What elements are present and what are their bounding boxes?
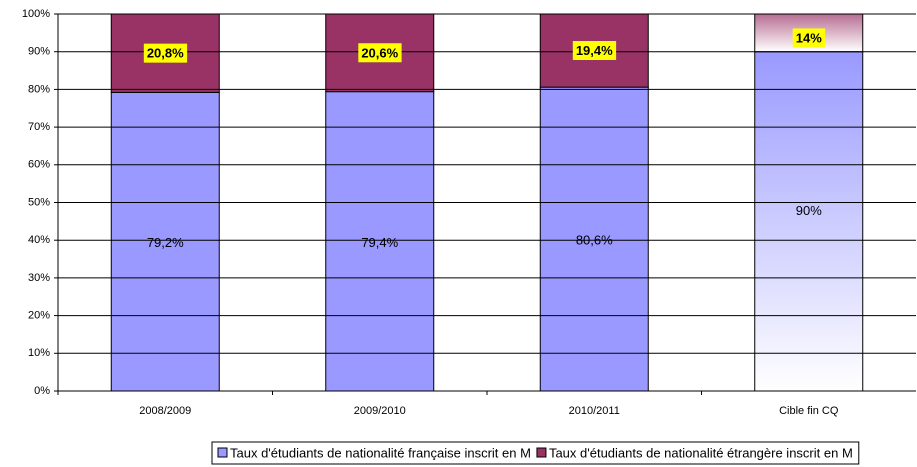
legend-box xyxy=(211,441,860,465)
data-label: 19,4% xyxy=(576,43,613,58)
y-tick-label: 60% xyxy=(28,159,50,171)
y-tick-label: 70% xyxy=(28,121,50,133)
x-tick-label: Cible fin CQ xyxy=(779,405,839,417)
x-tick-label: 2010/2011 xyxy=(569,405,620,417)
y-tick-label: 90% xyxy=(28,46,50,58)
data-label: 79,2% xyxy=(147,235,184,250)
legend-swatch xyxy=(536,447,547,458)
data-label-box xyxy=(792,28,826,48)
legend-label: Taux d'étudiants de nationalité étrangèr… xyxy=(549,445,853,460)
data-label-box xyxy=(143,43,188,63)
y-tick-label: 20% xyxy=(28,310,50,322)
y-tick-label: 80% xyxy=(28,83,50,95)
data-label: 20,8% xyxy=(147,46,184,61)
y-tick-label: 0% xyxy=(34,385,50,397)
data-label: 14% xyxy=(796,30,822,45)
data-label-box xyxy=(358,43,402,63)
y-tick-label: 40% xyxy=(28,234,50,246)
y-tick-label: 30% xyxy=(28,272,50,284)
bar-segment xyxy=(754,51,864,391)
bar-segment xyxy=(110,91,220,391)
data-label: 90% xyxy=(796,203,822,218)
bar-segment xyxy=(539,86,649,391)
legend: Taux d'étudiants de nationalité français… xyxy=(211,441,860,465)
data-label: 79,4% xyxy=(361,235,398,250)
data-label: 80,6% xyxy=(576,233,613,248)
legend-label: Taux d'étudiants de nationalité français… xyxy=(230,445,531,460)
legend-swatch xyxy=(217,447,228,458)
data-label-box xyxy=(572,41,617,61)
data-label: 20,6% xyxy=(361,45,398,60)
y-tick-label: 100% xyxy=(22,8,50,20)
bar-segment xyxy=(325,91,435,391)
x-tick-label: 2008/2009 xyxy=(139,405,191,417)
y-tick-label: 10% xyxy=(28,347,50,359)
x-tick-label: 2009/2010 xyxy=(354,405,406,417)
y-tick-label: 50% xyxy=(28,196,50,208)
